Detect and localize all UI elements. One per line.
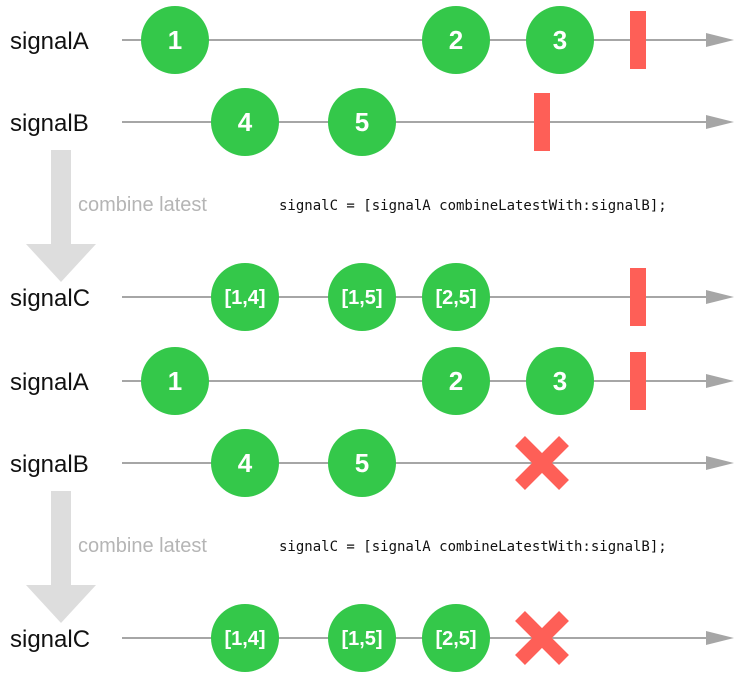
event-marble-label: 5 — [355, 448, 369, 478]
signalA-timeline-arrow-icon — [706, 33, 734, 47]
event-marble-label: 3 — [553, 366, 567, 396]
operator-down-arrow-icon — [26, 491, 96, 623]
event-marble — [328, 88, 396, 156]
event-marble-label: 3 — [553, 25, 567, 55]
event-marble-label: [1,5] — [341, 287, 382, 309]
event-marble — [141, 6, 209, 74]
operator-down-arrow-icon — [26, 150, 96, 282]
signalC-timeline-arrow-icon — [706, 290, 734, 304]
operator-label: combine latest — [78, 194, 207, 216]
signalB-timeline-arrow-icon — [706, 115, 734, 129]
event-marble-label: [1,4] — [224, 287, 265, 309]
operator-code: signalC = [signalA combineLatestWith:sig… — [279, 198, 667, 214]
event-marble — [211, 604, 279, 672]
row-label-signalC: signalC — [10, 285, 90, 312]
signalC-timeline-arrow-icon — [706, 631, 734, 645]
event-marble — [328, 263, 396, 331]
signalB-completed-bar-icon — [534, 93, 550, 151]
signalB-error-x-icon — [515, 436, 569, 490]
operator-label: combine latest — [78, 535, 207, 557]
signalA-timeline-arrow-icon — [706, 374, 734, 388]
row-label-signalB: signalB — [10, 451, 89, 478]
event-marble-label: 4 — [238, 448, 253, 478]
event-marble — [211, 263, 279, 331]
event-marble — [328, 604, 396, 672]
event-marble — [526, 6, 594, 74]
event-marble-label: 4 — [238, 107, 253, 137]
event-marble-label: [2,5] — [435, 628, 476, 650]
event-marble — [211, 88, 279, 156]
event-marble-label: 1 — [168, 366, 182, 396]
event-marble — [526, 347, 594, 415]
event-marble — [141, 347, 209, 415]
row-label-signalC: signalC — [10, 626, 90, 653]
signalA-completed-bar-icon — [630, 11, 646, 69]
event-marble — [328, 429, 396, 497]
event-marble-label: 2 — [449, 366, 463, 396]
row-label-signalA: signalA — [10, 28, 89, 55]
row-label-signalB: signalB — [10, 110, 89, 137]
signalB-timeline-arrow-icon — [706, 456, 734, 470]
signalC-completed-bar-icon — [630, 268, 646, 326]
event-marble — [422, 6, 490, 74]
operator-code: signalC = [signalA combineLatestWith:sig… — [279, 539, 667, 555]
event-marble-label: [1,5] — [341, 628, 382, 650]
event-marble-label: [2,5] — [435, 287, 476, 309]
row-label-signalA: signalA — [10, 369, 89, 396]
event-marble-label: 5 — [355, 107, 369, 137]
signalA-completed-bar-icon — [630, 352, 646, 410]
event-marble — [422, 347, 490, 415]
event-marble — [422, 263, 490, 331]
event-marble-label: 2 — [449, 25, 463, 55]
event-marble — [211, 429, 279, 497]
event-marble-label: [1,4] — [224, 628, 265, 650]
event-marble-label: 1 — [168, 25, 182, 55]
signalC-error-x-icon — [515, 611, 569, 665]
event-marble — [422, 604, 490, 672]
